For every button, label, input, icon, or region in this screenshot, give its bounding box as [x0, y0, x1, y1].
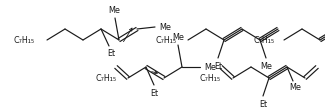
Text: Me: Me: [260, 61, 272, 70]
Text: Me: Me: [204, 62, 216, 71]
Text: Me: Me: [159, 23, 171, 31]
Text: Et: Et: [214, 61, 222, 70]
Text: Et: Et: [259, 99, 267, 109]
Text: Et: Et: [150, 88, 158, 98]
Text: C₇H₁₅: C₇H₁₅: [253, 36, 274, 44]
Text: Me: Me: [172, 32, 184, 42]
Text: C₇H₁₅: C₇H₁₅: [155, 36, 176, 44]
Text: C₇H₁₅: C₇H₁₅: [95, 73, 116, 83]
Text: Me: Me: [289, 83, 301, 92]
Text: Me: Me: [108, 5, 120, 14]
Text: Et: Et: [107, 48, 115, 57]
Text: C₇H₁₅: C₇H₁₅: [200, 73, 221, 83]
Text: C₇H₁₅: C₇H₁₅: [14, 36, 35, 44]
